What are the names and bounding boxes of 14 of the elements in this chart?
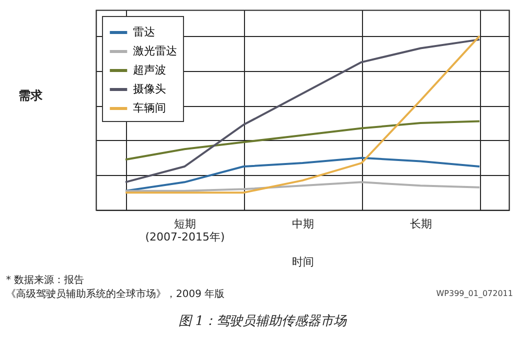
legend-label: 车辆间 [133, 102, 166, 114]
legend-label: 雷达 [133, 26, 155, 38]
legend-label: 摄像头 [133, 82, 166, 96]
text: WP399_01_072011 [436, 289, 513, 298]
x-tick-label: 长期 [410, 218, 432, 230]
text: 《高级驾驶员辅助系统的全球市场》，2009 年版 [6, 288, 225, 302]
text: 图 1：驾驶员辅助传感器市场 [178, 314, 347, 329]
legend-label: 激光雷达 [133, 44, 177, 58]
legend-label: 超声波 [133, 64, 166, 76]
x-axis-title: 时间 [292, 256, 314, 268]
y-axis-title: 需求 [18, 88, 44, 102]
x-tick-label: 短期 (2007-2015年) [145, 218, 225, 244]
text: * 数据来源：报告 [6, 274, 86, 288]
x-tick-label: 中期 [292, 218, 314, 230]
